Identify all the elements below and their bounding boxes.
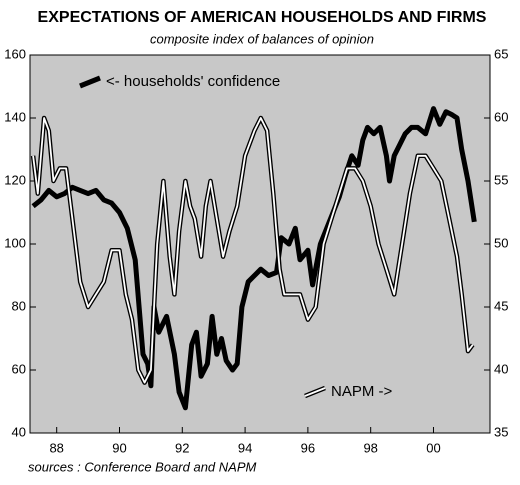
y2-tick-label: 35 — [494, 424, 508, 439]
y-tick-label: 60 — [12, 361, 26, 376]
y2-tick-label: 65 — [494, 46, 508, 61]
y-tick-label: 100 — [4, 235, 26, 250]
plot-area — [29, 54, 491, 434]
legend-label: NAPM -> — [331, 383, 393, 400]
legend-swatch — [79, 75, 101, 89]
y-tick-label: 140 — [4, 109, 26, 124]
legend-label: <- households' confidence — [106, 73, 280, 90]
line — [32, 117, 474, 384]
y2-tick-label: 55 — [494, 172, 508, 187]
source: sources : Conference Board and NAPM — [28, 459, 257, 474]
x-tick-label: 90 — [112, 440, 126, 455]
y2-tick-label: 50 — [494, 235, 508, 250]
line — [31, 106, 477, 411]
chart-subtitle: composite index of balances of opinion — [150, 31, 374, 46]
x-tick-label: 92 — [175, 440, 189, 455]
x-tick-label: 00 — [426, 440, 440, 455]
y2-tick-label: 40 — [494, 361, 508, 376]
y-tick-label: 40 — [12, 424, 26, 439]
x-tick-label: 88 — [49, 440, 63, 455]
y-tick-label: 160 — [4, 46, 26, 61]
x-tick-label: 98 — [363, 440, 377, 455]
x-tick-label: 96 — [301, 440, 315, 455]
chart-title: EXPECTATIONS OF AMERICAN HOUSEHOLDS AND … — [38, 9, 487, 26]
y-tick-label: 120 — [4, 172, 26, 187]
y-tick-label: 80 — [12, 298, 26, 313]
y2-tick-label: 60 — [494, 109, 508, 124]
x-tick-label: 94 — [238, 440, 252, 455]
legend-swatch — [304, 387, 326, 397]
y2-tick-label: 45 — [494, 298, 508, 313]
